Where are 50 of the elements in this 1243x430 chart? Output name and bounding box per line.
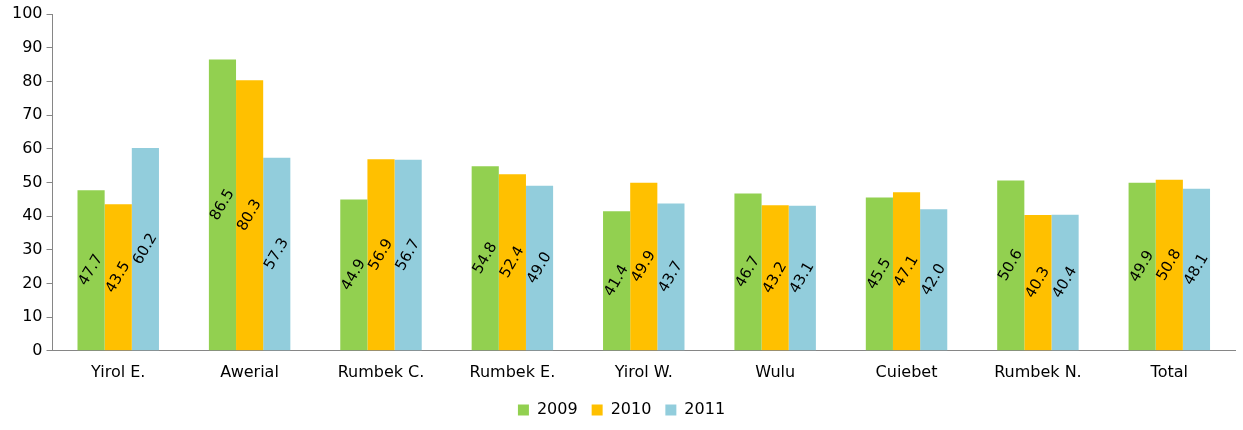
y-tick-label: 80 (22, 70, 43, 90)
x-tick-label: Yirol E. (90, 361, 146, 381)
bar (761, 205, 789, 351)
bar (734, 193, 762, 351)
bar (236, 80, 264, 351)
x-tick-label: Rumbek E. (469, 361, 556, 381)
bar (394, 159, 422, 351)
legend-label: 2009 (536, 399, 578, 419)
bar (892, 192, 921, 351)
bar (340, 199, 368, 351)
y-tick-label: 0 (32, 339, 43, 359)
bar (997, 180, 1025, 351)
bar (865, 197, 893, 351)
legend-label: 2010 (610, 399, 652, 419)
bar (1051, 214, 1079, 351)
y-tick-label: 20 (22, 272, 43, 292)
y-tick-label: 10 (22, 306, 43, 326)
x-tick-label: Cuiebet (875, 361, 938, 381)
bar (131, 148, 159, 351)
x-tick-label: Rumbek C. (337, 361, 425, 381)
bar (1128, 182, 1156, 351)
bar (1182, 188, 1211, 351)
x-tick-label: Yirol W. (613, 361, 673, 381)
x-tick-label: Wulu (755, 361, 796, 381)
y-tick-label: 70 (22, 104, 43, 124)
bar (920, 209, 948, 351)
bar (1024, 215, 1052, 351)
bar (104, 204, 132, 351)
y-tick-label: 40 (22, 205, 43, 225)
y-tick-label: 60 (22, 137, 43, 157)
y-tick-label: 100 (11, 3, 43, 23)
y-tick-label: 90 (22, 36, 43, 56)
bar (77, 190, 105, 351)
bar (208, 59, 237, 351)
y-tick-label: 50 (22, 171, 43, 191)
bar (471, 166, 499, 351)
x-tick-label: Total (1149, 361, 1188, 381)
x-tick-label: Awerial (220, 361, 279, 381)
bar (657, 203, 685, 351)
y-tick-label: 30 (22, 238, 43, 258)
bar (263, 157, 291, 351)
x-tick-label: Rumbek N. (994, 361, 1082, 381)
bar (525, 185, 554, 351)
legend-label: 2011 (684, 399, 726, 419)
bar (603, 211, 631, 351)
bar (367, 159, 395, 351)
bar (630, 182, 658, 351)
bar (788, 205, 816, 351)
bar (1155, 179, 1183, 351)
bar (498, 174, 526, 351)
